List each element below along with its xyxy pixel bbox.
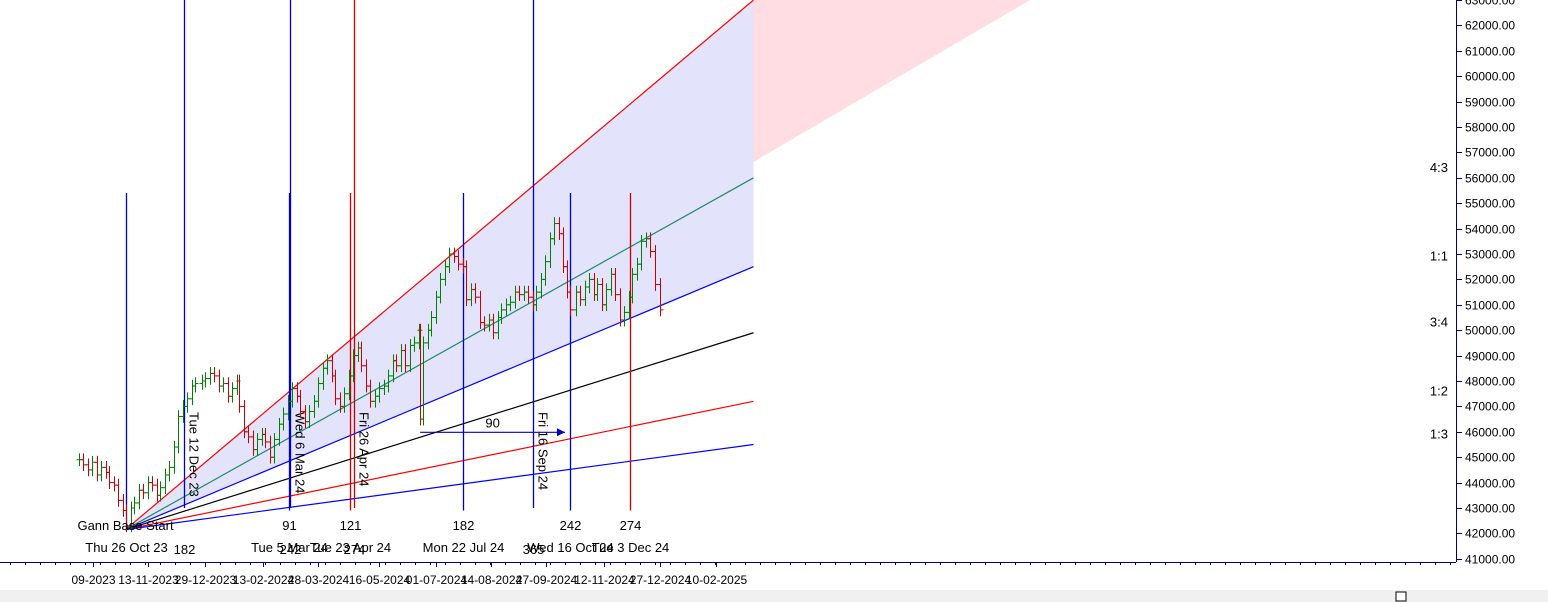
gann-label-1-2: 1:2 bbox=[1430, 383, 1448, 398]
y-axis-panel bbox=[1456, 0, 1548, 602]
gann-line-3-4 bbox=[125, 332, 754, 531]
cycle-day-label: 182 bbox=[174, 542, 196, 557]
y-tick-label: 45000.00 bbox=[1465, 451, 1515, 465]
cycle-count-label: 274 bbox=[620, 518, 642, 533]
cycle-count-label: 121 bbox=[340, 518, 362, 533]
y-tick-label: 62000.00 bbox=[1465, 19, 1515, 33]
y-tick-label: 51000.00 bbox=[1465, 299, 1515, 313]
gann-label-4-3: 4:3 bbox=[1430, 160, 1448, 175]
y-tick-label: 43000.00 bbox=[1465, 502, 1515, 516]
gann-line-1-2 bbox=[125, 400, 754, 531]
cycle-date-label: Thu 26 Oct 23 bbox=[85, 540, 167, 555]
y-tick-label: 59000.00 bbox=[1465, 96, 1515, 110]
gann-line-4-3 bbox=[125, 177, 754, 531]
cycle-date-label: Tue 23 Apr 24 bbox=[310, 540, 391, 555]
y-tick-label: 41000.00 bbox=[1465, 553, 1515, 567]
x-tick-label: 28-03-2024 bbox=[288, 573, 350, 587]
price-bar bbox=[567, 285, 574, 317]
y-tick-label: 50000.00 bbox=[1465, 324, 1515, 338]
x-tick-label: 29-12-2023 bbox=[175, 573, 237, 587]
x-tick-label: 13-02-2024 bbox=[233, 573, 295, 587]
cycle-day-label: 274 bbox=[344, 542, 366, 557]
x-tick-label: 09-2023 bbox=[71, 573, 115, 587]
y-tick-label: 56000.00 bbox=[1465, 172, 1515, 186]
price-bar bbox=[657, 278, 664, 317]
cycle-rotated-label: Tue 12 Dec 23 bbox=[187, 412, 202, 497]
x-tick-label: 27-09-2024 bbox=[516, 573, 578, 587]
cycle-rotated-label: Wed 6 Mar 24 bbox=[293, 412, 308, 493]
cycle-rotated-label: Fri 26 Apr 24 bbox=[357, 412, 372, 486]
y-tick-label: 42000.00 bbox=[1465, 527, 1515, 541]
price-bar bbox=[192, 377, 199, 393]
y-tick-label: 49000.00 bbox=[1465, 350, 1515, 364]
cycle-day-label: 242 bbox=[280, 542, 302, 557]
x-tick-label: 14-08-2024 bbox=[461, 573, 523, 587]
time-cycle-markers: Thu 26 Oct 23 182 Tue 12 Dec 23 91 Tue 5 Mar… bbox=[85, 0, 669, 557]
x-tick-label: 01-07-2024 bbox=[406, 573, 468, 587]
cycle-count-label: 91 bbox=[282, 518, 296, 533]
resize-handle bbox=[1395, 591, 1407, 602]
cycle-date-label: Tue 5 Mar 24 bbox=[251, 540, 328, 555]
price-bars bbox=[76, 217, 664, 533]
gann-base-label: Gann Base Start bbox=[77, 518, 173, 533]
y-tick-label: 55000.00 bbox=[1465, 197, 1515, 211]
y-tick-label: 60000.00 bbox=[1465, 70, 1515, 84]
y-tick-label: 53000.00 bbox=[1465, 248, 1515, 262]
cycle-date-label: Tue 3 Dec 24 bbox=[592, 540, 670, 555]
gann-label-3-4: 3:4 bbox=[1430, 315, 1448, 330]
y-tick-label: 44000.00 bbox=[1465, 477, 1515, 491]
y-tick-label: 47000.00 bbox=[1465, 400, 1515, 414]
cycle-count-label: 182 bbox=[453, 518, 475, 533]
gann-label-1-1: 1:1 bbox=[1430, 249, 1448, 264]
x-tick-label: 10-02-2025 bbox=[686, 573, 748, 587]
y-tick-label: 58000.00 bbox=[1465, 121, 1515, 135]
cycle-rotated-label: Fri 16 Sep 24 bbox=[536, 412, 551, 490]
x-tick-label: 16-05-2024 bbox=[349, 573, 411, 587]
y-tick-label: 54000.00 bbox=[1465, 223, 1515, 237]
gann-line-1-3 bbox=[125, 443, 754, 531]
y-tick-label: 61000.00 bbox=[1465, 45, 1515, 59]
bottom-strip bbox=[0, 590, 1548, 602]
gann-line-upper bbox=[125, 0, 754, 531]
y-tick-label: 46000.00 bbox=[1465, 426, 1515, 440]
cycle-count-label: 242 bbox=[560, 518, 582, 533]
x-tick-label: 12-11-2024 bbox=[574, 573, 635, 587]
y-tick-label: 63000.00 bbox=[1465, 0, 1515, 8]
annotations: 90 Gann Base Start bbox=[77, 415, 565, 533]
y-tick-label: 52000.00 bbox=[1465, 273, 1515, 287]
arrow-head bbox=[556, 428, 565, 437]
cycle-date-label: Wed 16 Oct 24 bbox=[527, 540, 613, 555]
cycle-day-label: 365 bbox=[523, 542, 545, 557]
y-tick-label: 48000.00 bbox=[1465, 375, 1515, 389]
gann-line-1-1 bbox=[125, 266, 754, 531]
gann-label-1-3: 1:3 bbox=[1430, 427, 1448, 442]
arrow-label: 90 bbox=[485, 415, 499, 430]
gann-fan-lines: 4:3 1:1 3:4 1:2 1:3 bbox=[125, 0, 1448, 531]
x-tick-label: 13-11-2023 bbox=[118, 573, 179, 587]
x-tick-label: 27-12-2024 bbox=[630, 573, 692, 587]
y-tick-label: 57000.00 bbox=[1465, 146, 1515, 160]
cycle-date-label: Mon 22 Jul 24 bbox=[423, 540, 505, 555]
